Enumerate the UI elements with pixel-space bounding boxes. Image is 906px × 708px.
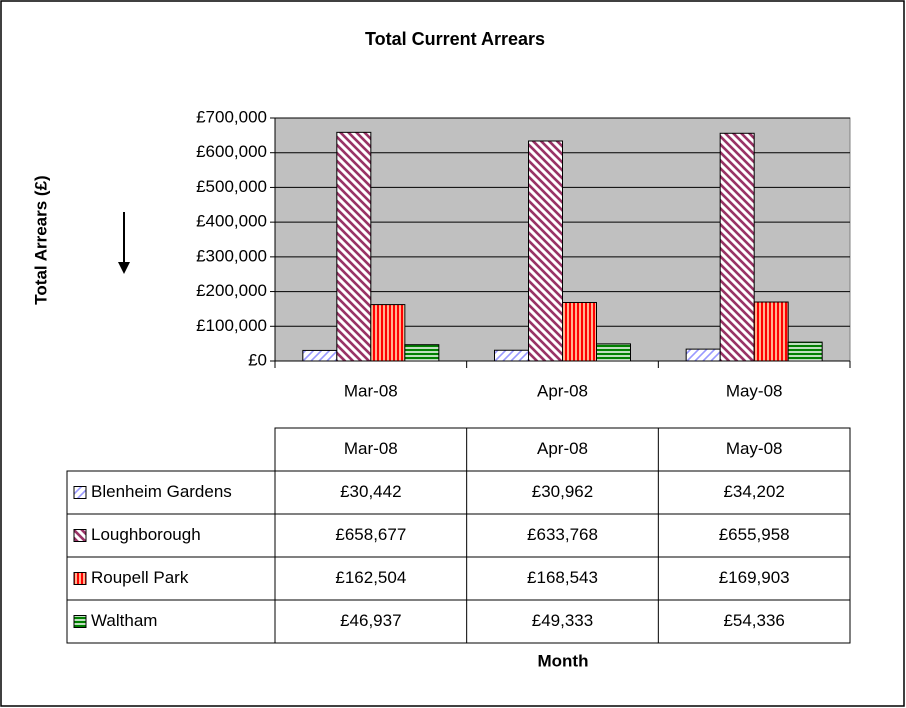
bar — [685, 348, 721, 362]
bar — [404, 344, 440, 362]
legend-label: Loughborough — [91, 525, 201, 544]
table-cell: £655,958 — [719, 525, 790, 544]
x-tick-label: Apr-08 — [537, 381, 588, 400]
table-header: Apr-08 — [537, 439, 588, 458]
y-tick-label: £700,000 — [196, 107, 267, 126]
legend-key — [73, 486, 87, 499]
bar — [370, 304, 406, 362]
y-tick-label: £500,000 — [196, 177, 267, 196]
bar — [494, 349, 529, 362]
bar — [596, 343, 631, 362]
table-cell: £169,903 — [719, 568, 790, 587]
legend-label: Blenheim Gardens — [91, 482, 232, 501]
legend-key — [73, 529, 87, 542]
bar — [528, 140, 563, 362]
arrow — [118, 212, 130, 274]
table-cell: £162,504 — [335, 568, 406, 587]
y-tick-label: £100,000 — [196, 316, 267, 335]
table-cell: £34,202 — [723, 482, 784, 501]
x-axis-label: Month — [538, 651, 589, 670]
x-tick-label: May-08 — [726, 381, 783, 400]
table-cell: £54,336 — [723, 611, 784, 630]
y-tick-label: £400,000 — [196, 212, 267, 231]
bar — [302, 349, 338, 362]
y-tick-label: £200,000 — [196, 281, 267, 300]
legend-key — [73, 572, 87, 585]
table-header: Mar-08 — [344, 439, 398, 458]
x-tick-label: Mar-08 — [344, 381, 398, 400]
legend-key — [73, 615, 87, 628]
chart-title: Total Current Arrears — [365, 29, 545, 49]
y-tick-label: £300,000 — [196, 246, 267, 265]
table-cell: £658,677 — [335, 525, 406, 544]
table-header: May-08 — [726, 439, 783, 458]
bar — [787, 341, 823, 362]
table-cell: £46,937 — [340, 611, 401, 630]
y-axis-label: Total Arrears (£) — [31, 175, 50, 304]
table-cell: £168,543 — [527, 568, 598, 587]
table-cell: £30,442 — [340, 482, 401, 501]
bar — [753, 301, 789, 362]
bar — [336, 131, 372, 362]
table-cell: £49,333 — [532, 611, 593, 630]
bar — [719, 132, 755, 362]
y-tick-label: £600,000 — [196, 142, 267, 161]
legend-label: Waltham — [91, 611, 157, 630]
legend-label: Roupell Park — [91, 568, 189, 587]
y-tick-label: £0 — [248, 350, 267, 369]
table-cell: £30,962 — [532, 482, 593, 501]
table-cell: £633,768 — [527, 525, 598, 544]
bar — [562, 301, 597, 362]
